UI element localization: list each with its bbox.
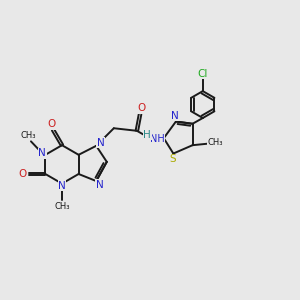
Text: CH₃: CH₃ <box>54 202 70 211</box>
Text: S: S <box>169 154 176 164</box>
Text: N: N <box>38 148 46 158</box>
Text: NH: NH <box>150 134 165 144</box>
Text: CH₃: CH₃ <box>21 131 36 140</box>
Text: Cl: Cl <box>198 68 208 79</box>
Text: O: O <box>137 103 145 113</box>
Text: N: N <box>97 138 104 148</box>
Text: N: N <box>171 111 179 121</box>
Text: N: N <box>95 180 103 190</box>
Text: CH₃: CH₃ <box>208 138 223 147</box>
Text: O: O <box>47 119 56 129</box>
Text: N: N <box>58 181 66 191</box>
Text: O: O <box>19 169 27 179</box>
Text: H: H <box>143 130 151 140</box>
